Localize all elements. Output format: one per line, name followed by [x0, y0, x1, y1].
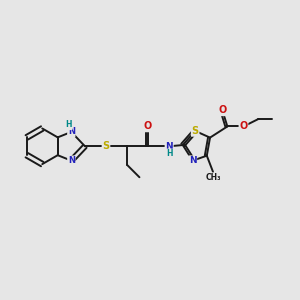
Text: O: O — [218, 105, 226, 116]
Text: N: N — [189, 156, 196, 165]
Text: O: O — [144, 122, 152, 131]
Text: N: N — [68, 128, 75, 136]
Text: H: H — [166, 149, 172, 158]
Text: S: S — [192, 126, 199, 136]
Text: N: N — [165, 142, 173, 151]
Text: H: H — [65, 121, 72, 130]
Text: S: S — [102, 141, 110, 151]
Text: CH₃: CH₃ — [205, 173, 221, 182]
Text: N: N — [68, 156, 75, 165]
Text: O: O — [239, 122, 247, 131]
